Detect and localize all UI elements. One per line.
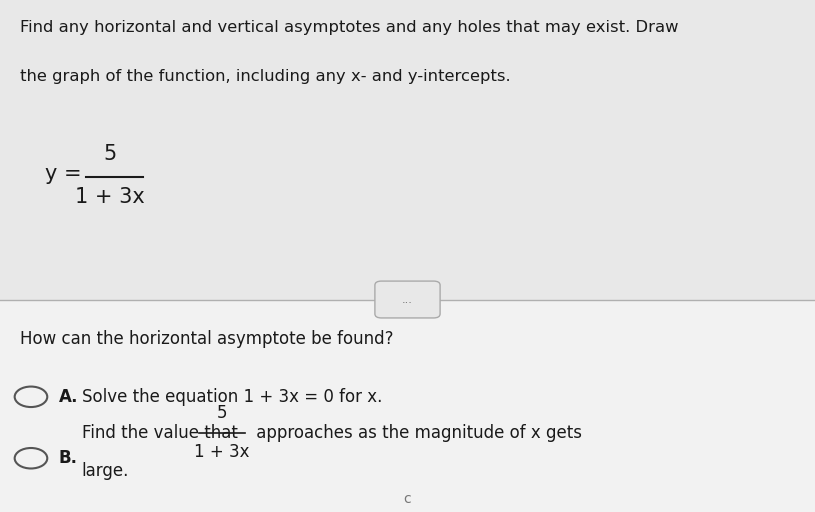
Text: large.: large. [82, 462, 129, 480]
Text: the graph of the function, including any x- and y-intercepts.: the graph of the function, including any… [20, 69, 511, 84]
Text: Find the value that: Find the value that [82, 423, 243, 442]
Text: Solve the equation 1 + 3x = 0 for x.: Solve the equation 1 + 3x = 0 for x. [82, 388, 382, 406]
Text: How can the horizontal asymptote be found?: How can the horizontal asymptote be foun… [20, 330, 394, 348]
Text: approaches as the magnitude of x gets: approaches as the magnitude of x gets [251, 423, 582, 442]
FancyBboxPatch shape [0, 300, 815, 512]
Text: c: c [403, 492, 412, 506]
Text: Find any horizontal and vertical asymptotes and any holes that may exist. Draw: Find any horizontal and vertical asympto… [20, 20, 679, 35]
Text: ...: ... [402, 294, 413, 305]
Text: 5: 5 [104, 143, 117, 164]
Text: 1 + 3x: 1 + 3x [75, 187, 145, 207]
Text: 5: 5 [217, 404, 227, 422]
Text: A.: A. [59, 388, 78, 406]
Text: B.: B. [59, 449, 77, 467]
Text: y =: y = [45, 164, 82, 184]
FancyBboxPatch shape [375, 281, 440, 318]
Text: 1 + 3x: 1 + 3x [194, 443, 249, 461]
